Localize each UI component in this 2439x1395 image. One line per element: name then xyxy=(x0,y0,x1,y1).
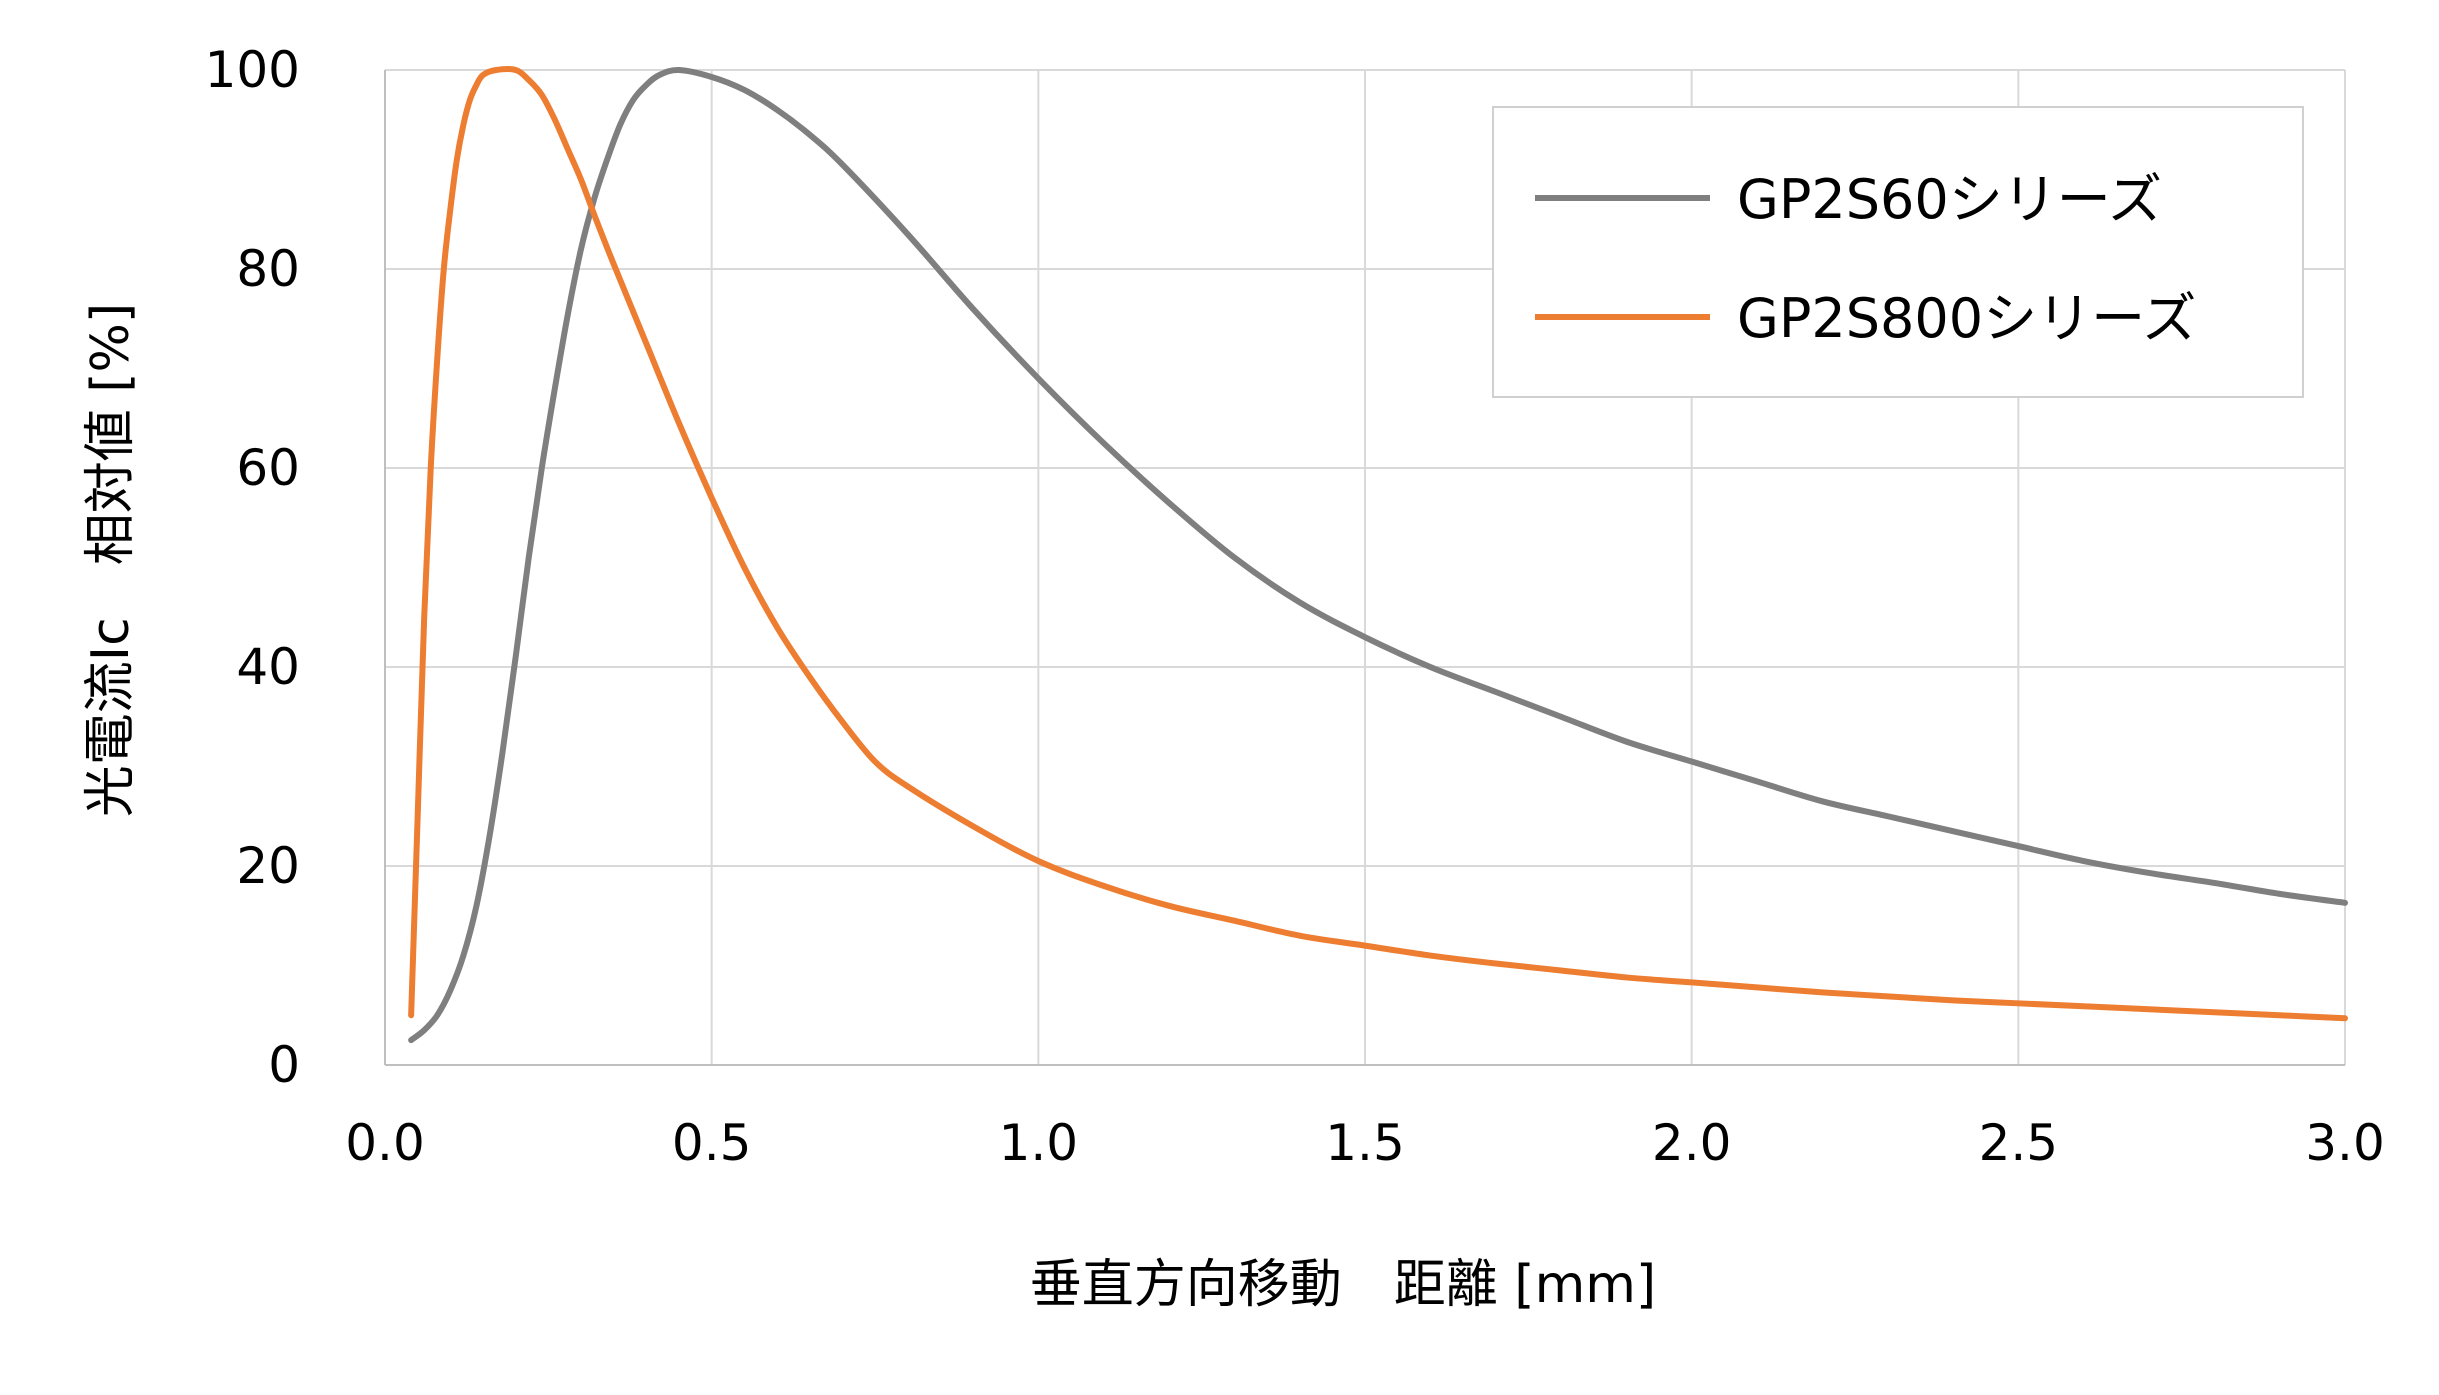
x-tick-label: 1.0 xyxy=(999,1114,1079,1172)
x-tick-label: 0.5 xyxy=(672,1114,752,1172)
series-layer xyxy=(408,66,2348,1044)
y-axis-title: 光電流Ic 相対値 [%] xyxy=(81,303,141,817)
x-tick-label: 2.0 xyxy=(1652,1114,1732,1172)
x-axis-title: 垂直方向移動 距離 [mm] xyxy=(1030,1255,1656,1315)
x-tick-label: 2.5 xyxy=(1979,1114,2059,1172)
series-line-0 xyxy=(408,66,2348,1044)
legend: GP2S60シリーズ GP2S800シリーズ xyxy=(1492,106,2304,398)
tick-labels: 0.0 0.5 1.0 1.5 2.0 2.5 3.0 0 20 40 60 80 100 xyxy=(205,41,2385,1172)
x-tick-label: 0.0 xyxy=(345,1114,425,1172)
y-tick-label: 40 xyxy=(236,638,300,696)
axes xyxy=(384,70,2345,1066)
legend-label-gp2s60: GP2S60シリーズ xyxy=(1737,168,2162,231)
legend-label-gp2s800: GP2S800シリーズ xyxy=(1737,287,2196,350)
x-tick-label: 3.0 xyxy=(2305,1114,2385,1172)
series-line-1 xyxy=(408,66,2348,1022)
y-tick-label: 60 xyxy=(236,439,300,497)
y-tick-label: 20 xyxy=(236,837,300,895)
y-tick-label: 80 xyxy=(236,240,300,298)
y-tick-label: 100 xyxy=(205,41,300,99)
legend-box xyxy=(1492,106,2304,398)
y-tick-label: 0 xyxy=(268,1036,300,1094)
x-tick-label: 1.5 xyxy=(1325,1114,1405,1172)
